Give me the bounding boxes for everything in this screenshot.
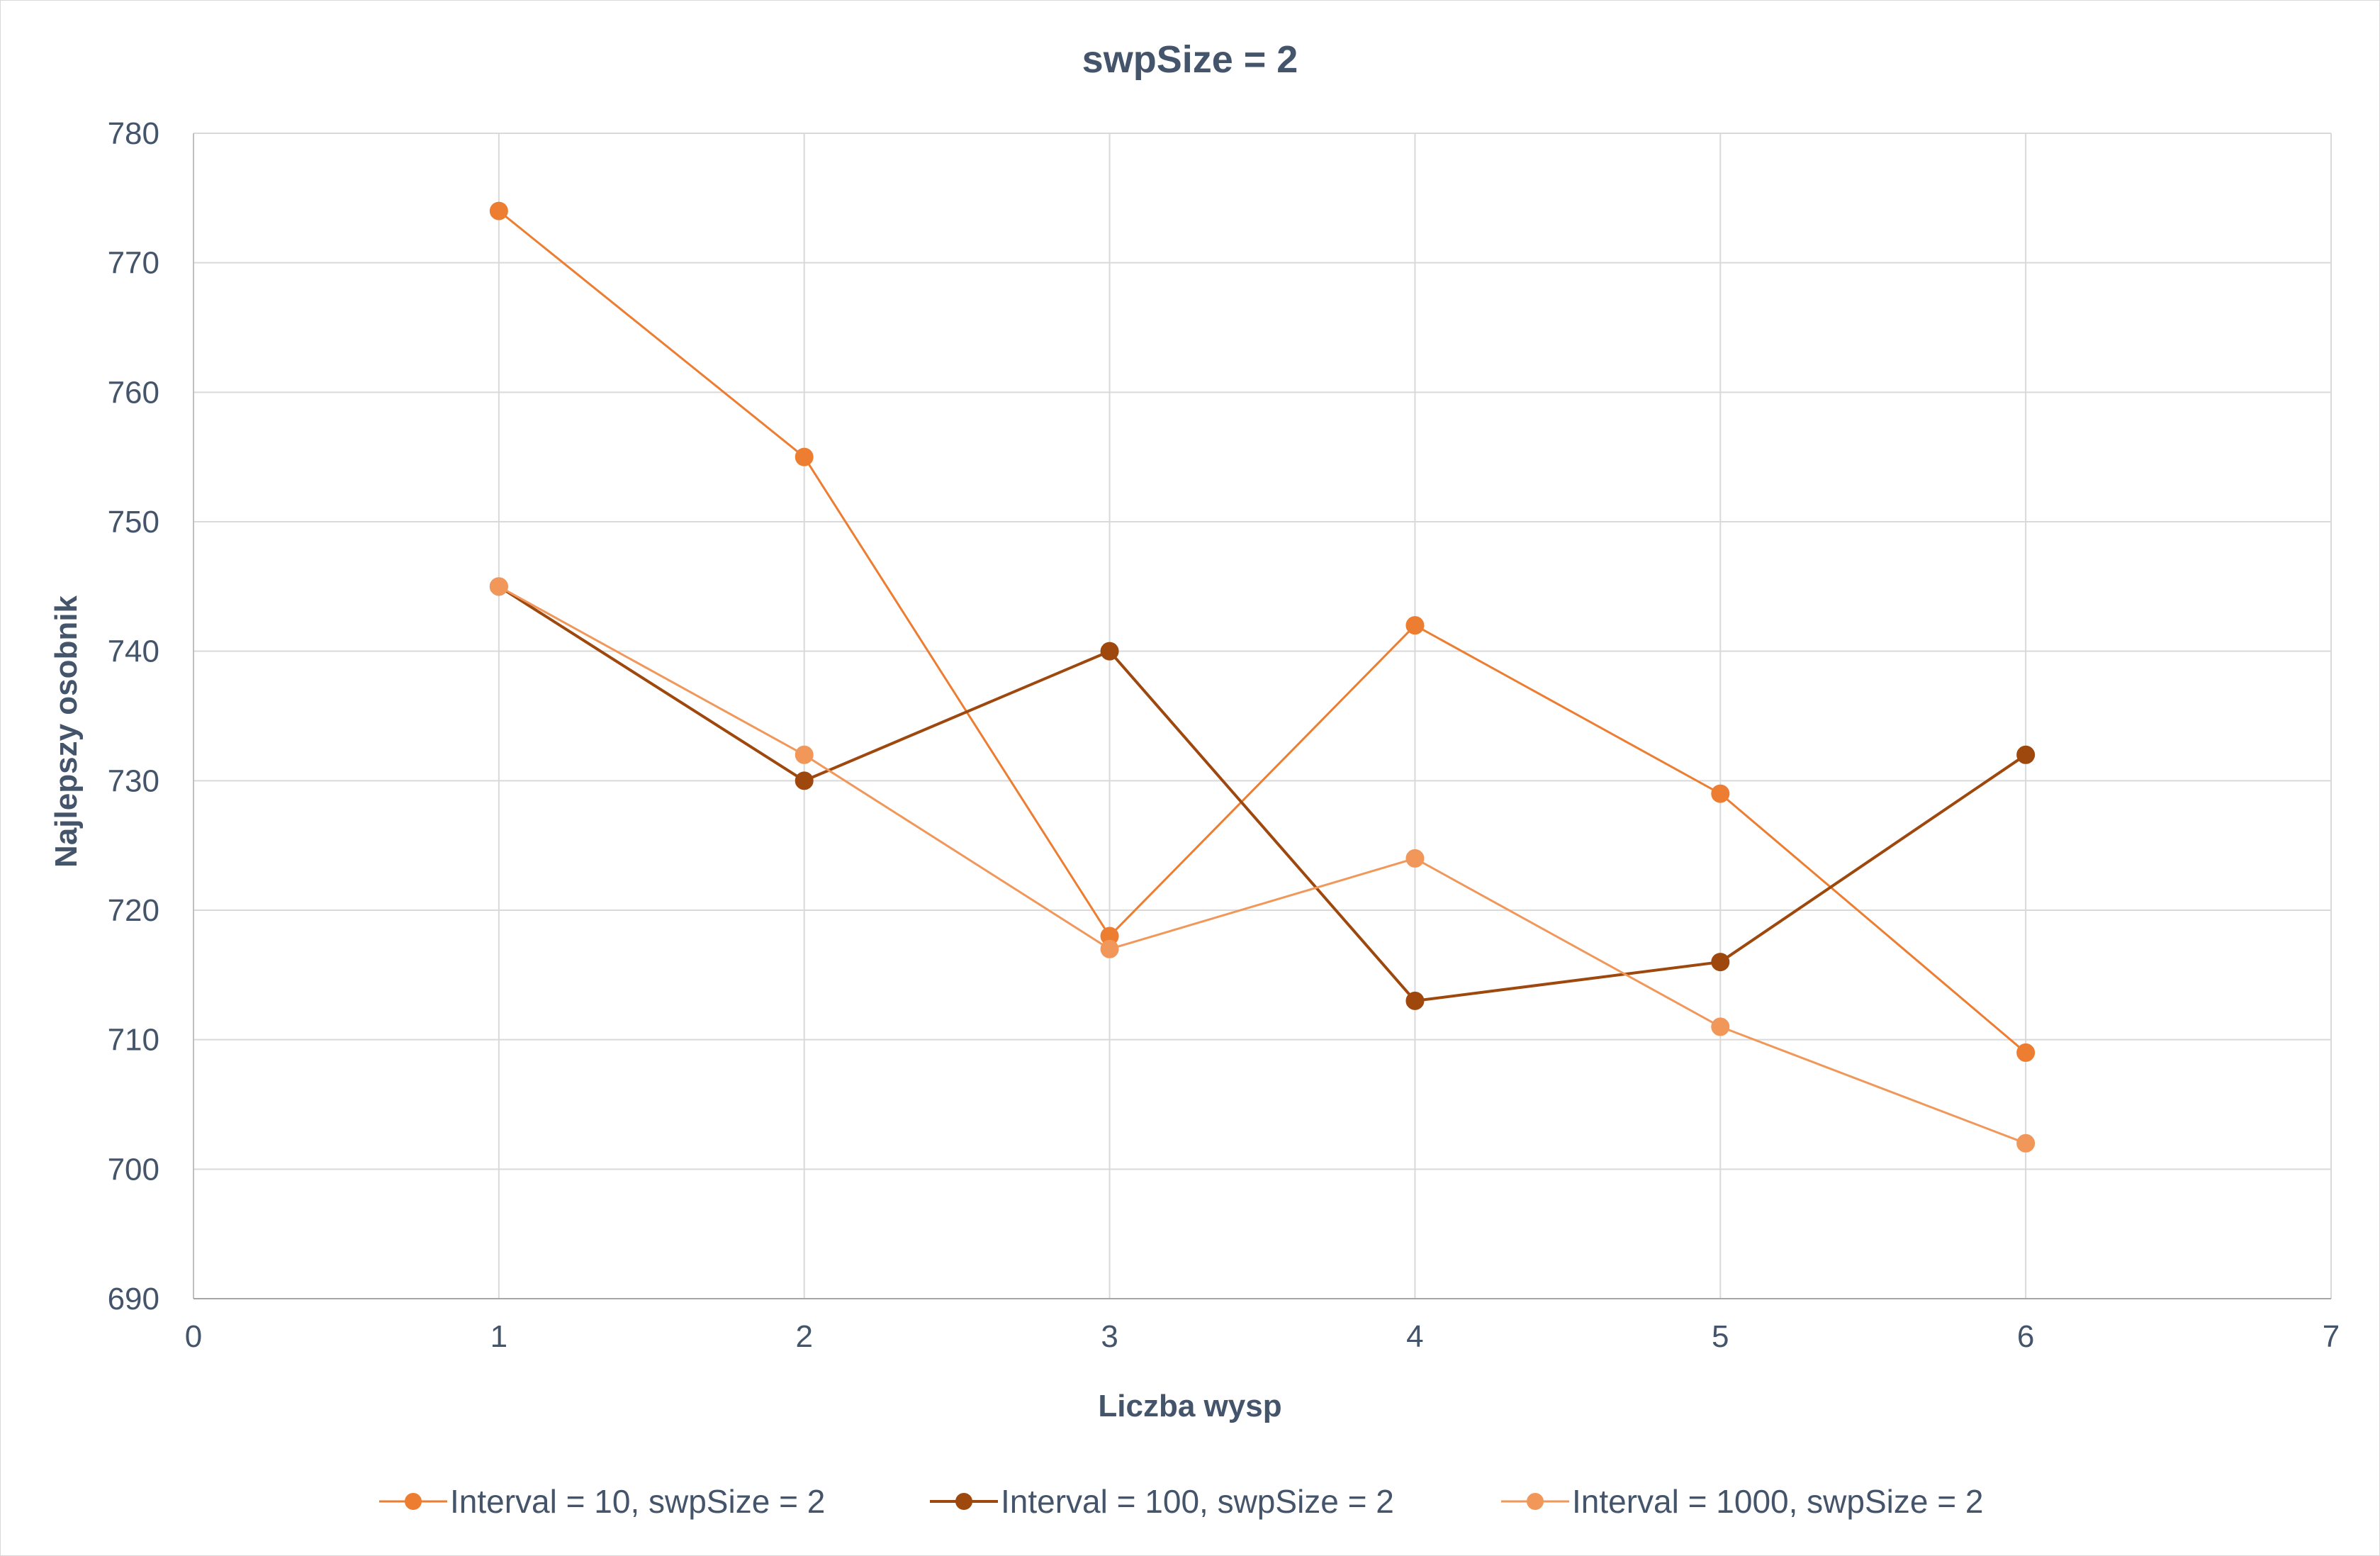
legend-label: Interval = 100, swpSize = 2 [1001, 1483, 1394, 1520]
data-point [2016, 745, 2036, 764]
x-tick-label: 3 [1101, 1319, 1118, 1354]
y-tick-label: 770 [108, 246, 159, 281]
legend-marker [405, 1493, 422, 1510]
y-tick-label: 690 [108, 1282, 159, 1316]
data-point [489, 201, 508, 220]
legend: Interval = 10, swpSize = 2 Interval = 100… [379, 1483, 1983, 1520]
data-point [2016, 1134, 2036, 1153]
x-tick-label: 1 [490, 1319, 507, 1354]
x-tick-label: 4 [1406, 1319, 1423, 1354]
x-tick-label: 7 [2323, 1319, 2340, 1354]
legend-item: Interval = 1000, swpSize = 2 [1501, 1483, 1983, 1520]
y-tick-label: 720 [108, 893, 159, 928]
series-line [498, 586, 2026, 1145]
y-tick-label: 760 [108, 375, 159, 410]
series-group [489, 201, 2036, 1062]
legend-marker [955, 1493, 972, 1510]
y-tick-label: 710 [108, 1023, 159, 1058]
legend-label: Interval = 10, swpSize = 2 [450, 1483, 825, 1520]
x-tick-label: 0 [185, 1319, 202, 1354]
legend-item: Interval = 100, swpSize = 2 [930, 1483, 1394, 1520]
series-line [498, 210, 2027, 1054]
data-point [1711, 784, 1730, 803]
data-point [1711, 953, 1730, 972]
y-tick-label: 700 [108, 1152, 159, 1187]
legend-marker [1527, 1493, 1544, 1510]
grid [193, 133, 2332, 1299]
legend-item: Interval = 10, swpSize = 2 [379, 1483, 825, 1520]
data-point [1405, 991, 1425, 1010]
y-tick-label: 730 [108, 763, 159, 798]
axes [193, 133, 2331, 1299]
legend-label: Interval = 1000, swpSize = 2 [1572, 1483, 1983, 1520]
y-tick-label: 740 [108, 634, 159, 669]
data-point [1100, 642, 1119, 661]
data-point [795, 771, 814, 790]
data-point [795, 745, 814, 764]
data-point [489, 577, 508, 596]
y-axis-title: Najlepszy osobnik [49, 595, 84, 868]
data-point [1100, 939, 1119, 958]
series-line [498, 585, 2027, 1002]
chart-title: swpSize = 2 [1082, 38, 1298, 81]
x-tick-label: 2 [795, 1319, 812, 1354]
data-point [795, 447, 814, 466]
x-tick-label: 5 [1712, 1319, 1729, 1354]
data-point [2016, 1043, 2036, 1062]
series-group [489, 577, 2036, 1153]
data-point [1405, 849, 1425, 868]
ticks: 690 700 710 720 730 740 750 760 770 780 0 1 2 3 4 5 6 7 [108, 116, 2340, 1354]
series-layer [489, 201, 2036, 1153]
series-group [489, 577, 2036, 1010]
x-tick-label: 6 [2017, 1319, 2034, 1354]
y-tick-label: 780 [108, 116, 159, 151]
y-tick-label: 750 [108, 505, 159, 539]
data-point [1405, 616, 1425, 635]
data-point [1711, 1017, 1730, 1036]
x-axis-title: Liczba wysp [1098, 1389, 1281, 1423]
